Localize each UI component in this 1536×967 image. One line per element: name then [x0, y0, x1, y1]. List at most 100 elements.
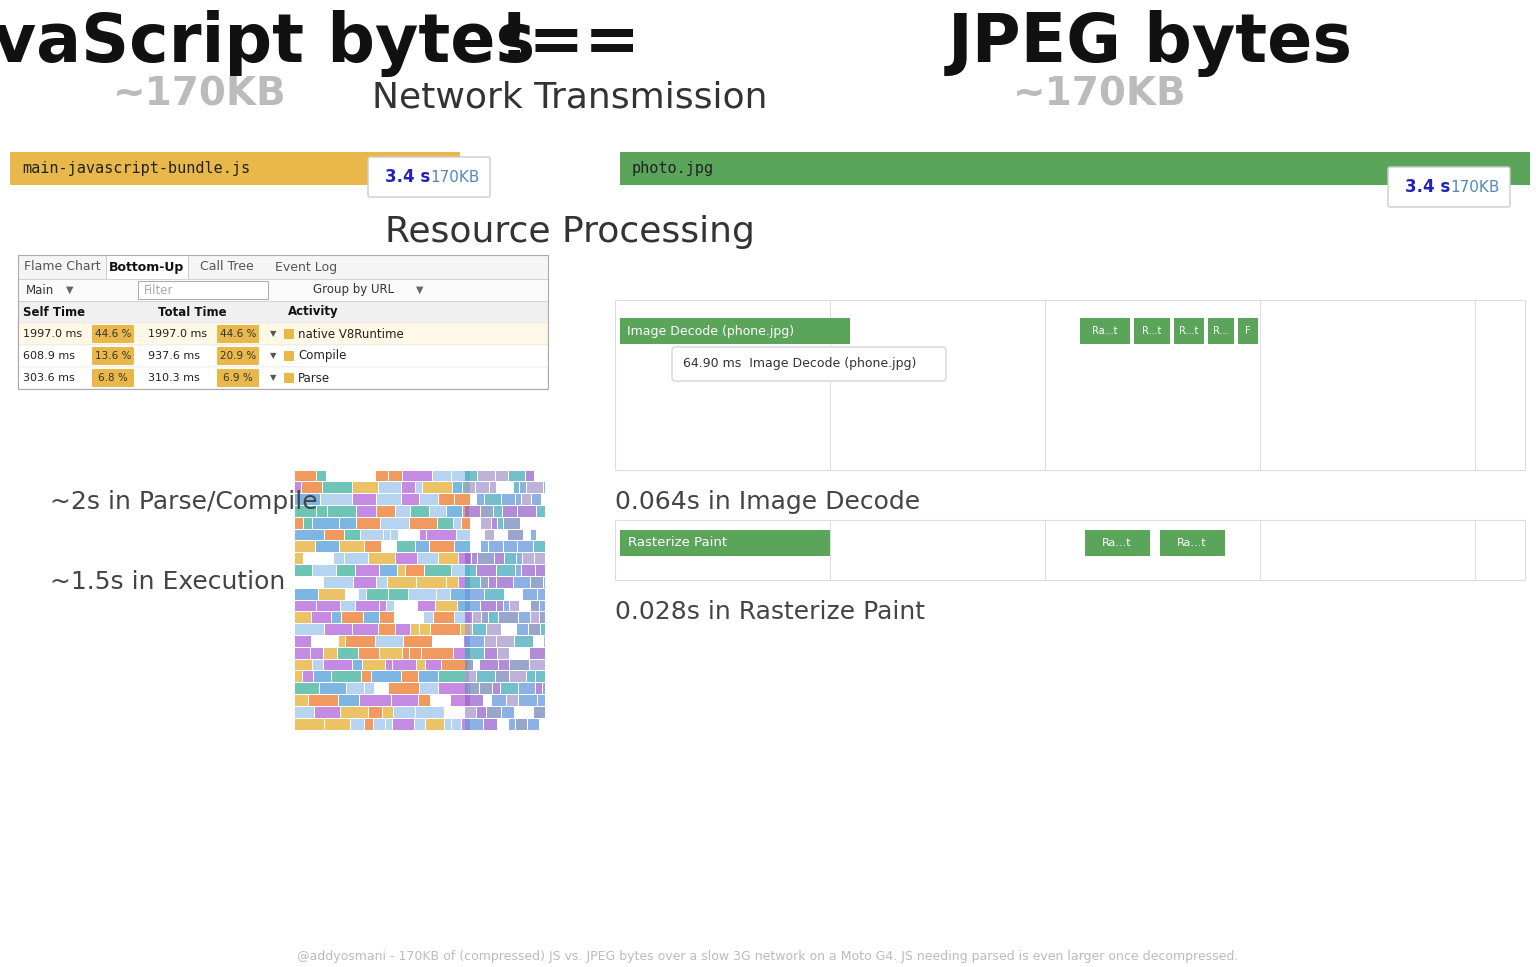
Bar [1174, 318, 1204, 344]
Text: 20.9 %: 20.9 % [220, 351, 257, 361]
Bar [379, 648, 402, 659]
Bar [416, 483, 422, 493]
Bar [343, 612, 362, 623]
Bar [324, 659, 352, 670]
Bar [505, 553, 516, 564]
Bar [518, 553, 522, 564]
Bar [295, 494, 319, 505]
Bar [18, 323, 548, 345]
Bar [510, 601, 519, 611]
Bar [482, 612, 488, 623]
Text: Network Transmission: Network Transmission [372, 80, 768, 114]
Bar [373, 718, 386, 729]
FancyBboxPatch shape [92, 369, 134, 387]
Bar [515, 483, 519, 493]
Bar [481, 517, 492, 529]
Bar [447, 506, 462, 516]
Text: 170KB: 170KB [430, 169, 479, 185]
Bar [416, 577, 445, 588]
Bar [315, 707, 339, 718]
Bar [515, 577, 530, 588]
Bar [402, 483, 415, 493]
Bar [326, 718, 350, 729]
Bar [510, 671, 525, 683]
Bar [379, 565, 396, 576]
Bar [531, 612, 539, 623]
Bar [527, 671, 535, 683]
Bar [422, 648, 453, 659]
Bar [488, 542, 502, 552]
Bar [295, 517, 303, 529]
Bar [356, 506, 376, 516]
Bar [425, 718, 444, 729]
Bar [518, 506, 536, 516]
Bar [478, 707, 485, 718]
Bar [379, 601, 386, 611]
Bar [395, 707, 415, 718]
Bar [418, 553, 438, 564]
Bar [284, 351, 293, 361]
Bar [336, 565, 355, 576]
Bar [442, 659, 468, 670]
Bar [341, 601, 355, 611]
Bar [504, 542, 518, 552]
Bar [432, 624, 459, 635]
Bar [452, 589, 470, 600]
Text: Flame Chart: Flame Chart [23, 260, 100, 274]
Text: Event Log: Event Log [275, 260, 336, 274]
Text: 303.6 ms: 303.6 ms [23, 373, 75, 383]
Bar [528, 718, 539, 729]
Text: 310.3 ms: 310.3 ms [147, 373, 200, 383]
Text: 608.9 ms: 608.9 ms [23, 351, 75, 361]
Bar [362, 659, 386, 670]
Text: Compile: Compile [298, 349, 347, 363]
Bar [522, 565, 535, 576]
Text: R...t: R...t [1143, 326, 1161, 336]
Text: F: F [1246, 326, 1250, 336]
Text: 44.6 %: 44.6 % [95, 329, 131, 339]
Bar [531, 577, 544, 588]
Bar [498, 565, 515, 576]
Bar [462, 517, 470, 529]
Bar [478, 494, 484, 505]
Bar [303, 483, 323, 493]
Bar [498, 636, 515, 647]
Bar [455, 612, 470, 623]
Bar [295, 695, 309, 706]
Bar [531, 530, 536, 541]
Bar [295, 684, 319, 694]
Text: R...: R... [1213, 326, 1229, 336]
Bar [18, 255, 548, 279]
Bar [498, 601, 502, 611]
Bar [438, 517, 453, 529]
Bar [295, 530, 324, 541]
Bar [522, 553, 535, 564]
Text: Rasterize Paint: Rasterize Paint [628, 537, 727, 549]
Bar [333, 553, 344, 564]
Bar [425, 565, 452, 576]
Text: Total Time: Total Time [158, 306, 227, 318]
Bar [488, 577, 496, 588]
Bar [465, 624, 472, 635]
Bar [339, 517, 356, 529]
Bar [438, 589, 450, 600]
Bar [479, 684, 492, 694]
Bar [389, 577, 416, 588]
Bar [341, 707, 369, 718]
Bar [473, 624, 485, 635]
Bar [476, 483, 488, 493]
Bar [1084, 530, 1150, 556]
Bar [535, 542, 545, 552]
Bar [324, 577, 353, 588]
Bar [416, 542, 429, 552]
Bar [366, 684, 373, 694]
Bar [465, 671, 476, 683]
Bar [361, 530, 382, 541]
Bar [433, 471, 452, 482]
Bar [387, 601, 395, 611]
Text: Ra...t: Ra...t [1092, 326, 1118, 336]
Bar [415, 718, 425, 729]
FancyBboxPatch shape [92, 347, 134, 365]
Bar [376, 636, 402, 647]
Text: Main: Main [26, 283, 54, 297]
